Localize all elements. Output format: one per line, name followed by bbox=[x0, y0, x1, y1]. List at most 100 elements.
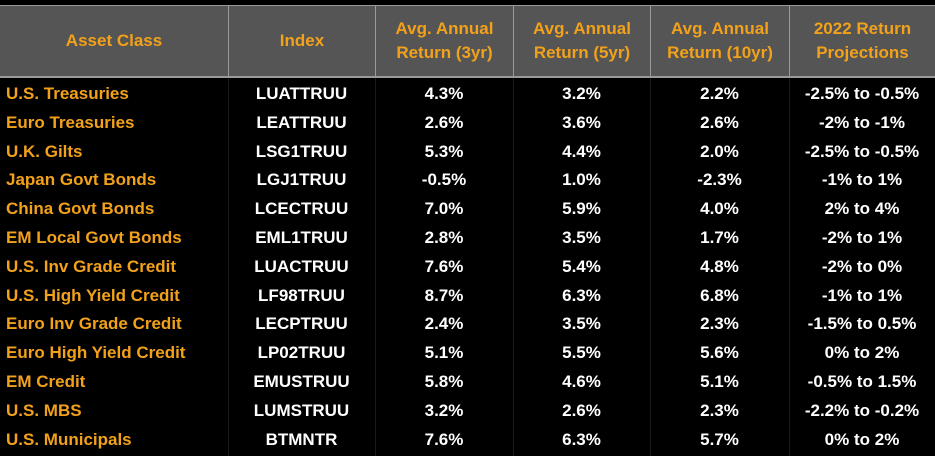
cell-return-5yr: 5.4% bbox=[562, 256, 601, 276]
cell-return-10yr: -2.3% bbox=[697, 170, 742, 190]
cell-return-10yr: 6.8% bbox=[700, 285, 739, 305]
cell-projection: -2% to 0% bbox=[821, 256, 903, 276]
cell-projection: -2.5% to -0.5% bbox=[804, 84, 920, 103]
cell-return-5yr: 3.5% bbox=[562, 227, 601, 247]
cell-index: LEATTRUU bbox=[256, 112, 347, 132]
cell-index: LECPTRUU bbox=[255, 314, 348, 334]
cell-return-3yr: 2.8% bbox=[424, 227, 464, 247]
cell-index: EML1TRUU bbox=[255, 227, 348, 247]
header-projections: 2022 Return Projections bbox=[789, 6, 935, 76]
cell-return-10yr: 5.1% bbox=[700, 371, 739, 391]
cell-return-3yr: -0.5% bbox=[421, 170, 467, 190]
header-return-10yr-line1: Avg. Annual bbox=[671, 19, 769, 38]
header-return-3yr-line2: Return (3yr) bbox=[396, 43, 493, 62]
cell-projection: -2% to 1% bbox=[821, 227, 903, 247]
column-divider bbox=[513, 78, 514, 456]
cell-return-3yr: 8.7% bbox=[424, 285, 464, 305]
cell-index: LGJ1TRUU bbox=[256, 170, 347, 190]
cell-projection: 2% to 4% bbox=[824, 199, 900, 219]
cell-projection: 0% to 2% bbox=[824, 429, 900, 449]
cell-index: LUACTRUU bbox=[254, 256, 349, 276]
table-row: EM Local Govt Bonds EML1TRUU 2.8% 3.5% 1.7% -… bbox=[0, 224, 935, 253]
table-row: Euro Treasuries LEATTRUU 2.6% 3.6% 2.6% -2% t… bbox=[0, 109, 935, 138]
cell-asset-class: Japan Govt Bonds bbox=[6, 170, 157, 190]
table-row: U.S. Inv Grade Credit LUACTRUU 7.6% 5.4% 4.8… bbox=[0, 253, 935, 282]
cell-projection: -2% to -1% bbox=[819, 112, 905, 132]
cell-index: BTMNTR bbox=[265, 429, 338, 449]
cell-return-5yr: 6.3% bbox=[562, 429, 601, 449]
table-row: U.S. Treasuries LUATTRUU 4.3% 3.2% 2.2% -2.5%… bbox=[0, 80, 935, 109]
cell-return-5yr: 5.5% bbox=[562, 343, 601, 363]
header-asset-class: Asset Class bbox=[0, 6, 228, 76]
cell-return-10yr: 5.6% bbox=[700, 343, 739, 363]
column-divider bbox=[650, 78, 651, 456]
header-return-10yr: Avg. Annual Return (10yr) bbox=[650, 6, 789, 76]
cell-asset-class: EM Credit bbox=[6, 371, 86, 391]
cell-projection: -1% to 1% bbox=[821, 285, 903, 305]
cell-return-5yr: 3.2% bbox=[562, 84, 601, 103]
cell-index: LSG1TRUU bbox=[255, 141, 348, 161]
cell-asset-class: Euro High Yield Credit bbox=[6, 343, 186, 363]
table-row: Euro Inv Grade Credit LECPTRUU 2.4% 3.5% 2.3… bbox=[0, 310, 935, 339]
table-row: EM Credit EMUSTRUU 5.8% 4.6% 5.1% -0.5% to 1.… bbox=[0, 368, 935, 397]
cell-return-10yr: 5.7% bbox=[700, 429, 739, 449]
cell-return-5yr: 3.5% bbox=[562, 314, 601, 334]
cell-return-3yr: 5.1% bbox=[424, 343, 464, 363]
cell-projection: -0.5% to 1.5% bbox=[807, 371, 917, 391]
cell-projection: -2.2% to -0.2% bbox=[804, 400, 920, 420]
table-row: Euro High Yield Credit LP02TRUU 5.1% 5.5% 5.… bbox=[0, 339, 935, 368]
header-return-3yr-line1: Avg. Annual bbox=[395, 19, 494, 38]
cell-return-5yr: 4.4% bbox=[562, 141, 601, 161]
cell-asset-class: Euro Inv Grade Credit bbox=[6, 314, 182, 334]
table-header: Asset Class Index Avg. Annual Return (3y… bbox=[0, 5, 935, 78]
cell-return-3yr: 7.6% bbox=[424, 429, 464, 449]
cell-index: LP02TRUU bbox=[257, 343, 346, 363]
cell-asset-class: U.S. Municipals bbox=[6, 429, 132, 449]
cell-projection: 0% to 2% bbox=[824, 343, 900, 363]
cell-asset-class: U.K. Gilts bbox=[6, 141, 83, 161]
cell-index: EMUSTRUU bbox=[253, 371, 350, 391]
cell-return-10yr: 2.2% bbox=[700, 84, 739, 103]
cell-return-5yr: 6.3% bbox=[562, 285, 601, 305]
cell-return-5yr: 2.6% bbox=[562, 400, 601, 420]
cell-return-5yr: 3.6% bbox=[562, 112, 601, 132]
table-row: China Govt Bonds LCECTRUU 7.0% 5.9% 4.0% 2% t… bbox=[0, 195, 935, 224]
cell-return-5yr: 5.9% bbox=[562, 199, 601, 219]
cell-return-10yr: 4.0% bbox=[700, 199, 739, 219]
cell-asset-class: U.S. Treasuries bbox=[6, 84, 129, 103]
cell-asset-class: U.S. Inv Grade Credit bbox=[6, 256, 177, 276]
column-divider bbox=[375, 78, 376, 456]
cell-index: LF98TRUU bbox=[258, 285, 345, 305]
cell-return-3yr: 2.4% bbox=[424, 314, 464, 334]
cell-return-10yr: 2.3% bbox=[700, 314, 739, 334]
cell-asset-class: China Govt Bonds bbox=[6, 199, 155, 219]
cell-index: LUMSTRUU bbox=[253, 400, 350, 420]
cell-return-5yr: 4.6% bbox=[562, 371, 601, 391]
header-projections-line2: Projections bbox=[816, 43, 909, 62]
cell-return-3yr: 2.6% bbox=[424, 112, 464, 132]
table-row: U.K. Gilts LSG1TRUU 5.3% 4.4% 2.0% -2.5% to -… bbox=[0, 138, 935, 167]
cell-asset-class: U.S. High Yield Credit bbox=[6, 285, 180, 305]
header-return-3yr: Avg. Annual Return (3yr) bbox=[375, 6, 513, 76]
cell-return-10yr: 2.3% bbox=[700, 400, 739, 420]
cell-return-5yr: 1.0% bbox=[562, 170, 601, 190]
cell-projection: -1.5% to 0.5% bbox=[807, 314, 917, 334]
header-return-5yr-line1: Avg. Annual bbox=[533, 19, 631, 38]
table-row: U.S. High Yield Credit LF98TRUU 8.7% 6.3% 6.… bbox=[0, 282, 935, 311]
header-return-5yr: Avg. Annual Return (5yr) bbox=[513, 6, 650, 76]
cell-return-3yr: 5.8% bbox=[424, 371, 464, 391]
cell-index: LUATTRUU bbox=[255, 84, 348, 103]
column-divider bbox=[228, 78, 229, 456]
cell-return-3yr: 5.3% bbox=[424, 141, 464, 161]
cell-index: LCECTRUU bbox=[254, 199, 349, 219]
column-divider bbox=[789, 78, 790, 456]
cell-asset-class: EM Local Govt Bonds bbox=[6, 227, 182, 247]
header-index-label: Index bbox=[279, 31, 325, 50]
cell-return-3yr: 3.2% bbox=[424, 400, 464, 420]
cell-return-10yr: 2.6% bbox=[700, 112, 739, 132]
table-row: Japan Govt Bonds LGJ1TRUU -0.5% 1.0% -2.3% -1… bbox=[0, 166, 935, 195]
cell-projection: -1% to 1% bbox=[821, 170, 903, 190]
header-asset-class-label: Asset Class bbox=[65, 31, 163, 50]
header-return-5yr-line2: Return (5yr) bbox=[533, 43, 631, 62]
cell-return-10yr: 4.8% bbox=[700, 256, 739, 276]
